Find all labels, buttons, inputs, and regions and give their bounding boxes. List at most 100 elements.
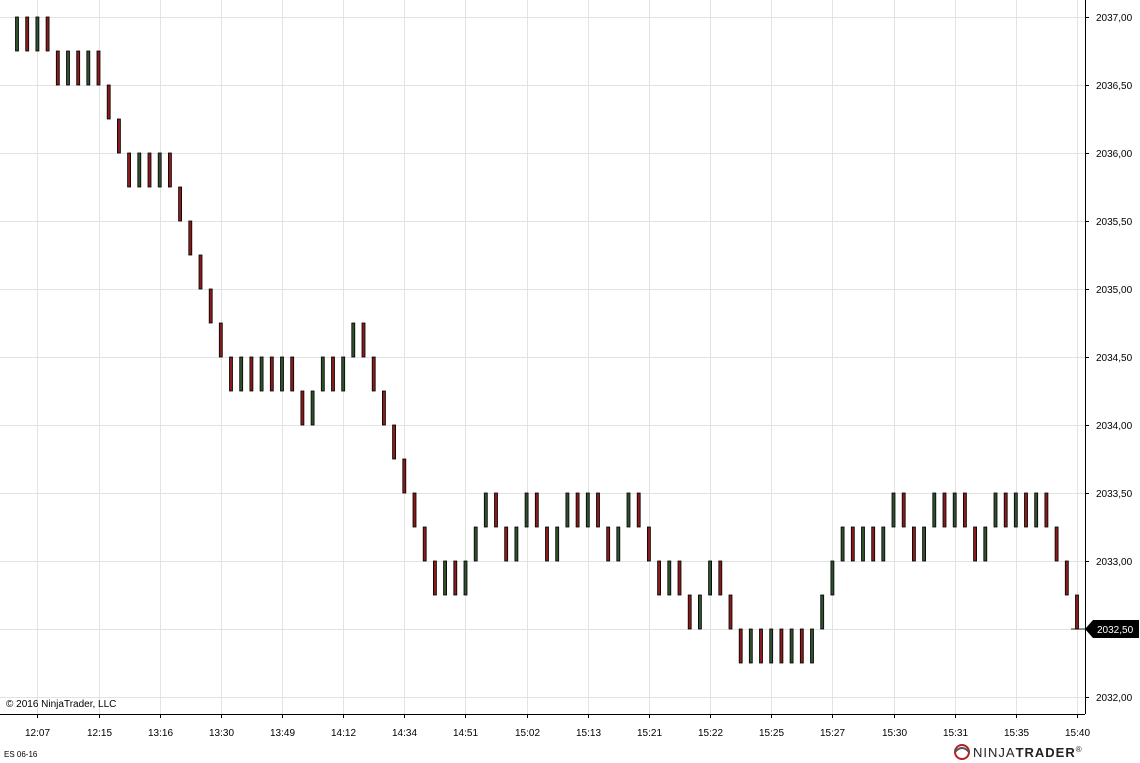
renko-brick-down [871,526,876,562]
renko-brick-down [1024,492,1028,528]
y-tick-label: 2034,00 [1096,421,1133,432]
y-tick-label: 2032,00 [1096,693,1133,704]
ninjatrader-logo: NINJATRADER® [954,744,1082,760]
renko-brick-down [249,356,254,392]
renko-brick-down [1044,492,1049,528]
renko-brick-down [942,492,947,528]
y-tick-label: 2035,00 [1096,285,1133,296]
renko-brick-down [718,560,723,596]
y-tick-label: 2035,50 [1096,217,1133,228]
renko-brick-down [381,390,386,426]
x-tick-label: 15:02 [515,728,540,739]
renko-brick-down [331,356,335,392]
renko-brick-down [208,288,213,324]
last-price-label: 2032,50 [1097,625,1134,636]
renko-brick-up [616,526,621,562]
renko-brick-down [1075,594,1079,630]
renko-brick-up [280,356,284,392]
renko-brick-up [667,560,672,596]
renko-brick-down [575,492,580,528]
renko-brick-down [759,628,763,664]
renko-brick-up [239,356,244,392]
renko-brick-down [494,492,498,528]
renko-brick-down [422,526,427,562]
renko-brick-down [76,50,81,86]
x-tick-label: 14:12 [331,728,356,739]
renko-brick-up [351,322,356,358]
renko-brick-up [830,560,835,596]
renko-brick-up [443,560,448,596]
x-tick-label: 13:49 [270,728,295,739]
renko-brick-up [1013,492,1018,528]
renko-brick-up [310,390,315,426]
renko-brick-up [473,526,478,562]
renko-brick-up [555,526,560,562]
renko-brick-down [45,16,50,52]
renko-brick-up [983,526,988,562]
renko-brick-down [453,560,458,596]
x-tick-label: 13:30 [209,728,234,739]
x-tick-label: 15:22 [698,728,723,739]
x-tick-label: 15:40 [1065,728,1090,739]
x-tick-label: 14:51 [453,728,478,739]
renko-brick-down [779,628,784,664]
renko-brick-up [769,628,774,664]
x-tick-label: 14:34 [392,728,417,739]
renko-brick-down [218,322,223,358]
y-tick-label: 2036,00 [1096,149,1133,160]
renko-brick-down [596,492,600,528]
renko-brick-up [810,628,814,664]
renko-brick-down [1003,492,1008,528]
last-price-marker: 2032,50 [1071,620,1139,638]
x-tick-label: 15:35 [1004,728,1029,739]
x-tick-label: 15:25 [759,728,784,739]
renko-brick-down [229,356,233,392]
renko-brick-down [850,526,855,562]
brand-right: TRADER [1016,745,1076,760]
renko-brick-up [891,492,896,528]
last-price-tag [1085,620,1139,638]
renko-brick-down [198,254,203,290]
renko-brick-down [1064,560,1069,596]
renko-brick-up [881,526,886,562]
renko-brick-down [677,560,682,596]
y-tick-label: 2034,50 [1096,353,1133,364]
renko-brick-up [626,492,631,528]
renko-brick-down [290,356,295,392]
renko-brick-up [789,628,794,664]
renko-bricks [15,16,1079,664]
renko-brick-up [565,492,570,528]
renko-brick-down [963,492,967,528]
renko-brick-up [137,152,142,188]
renko-brick-up [341,356,346,392]
renko-brick-up [320,356,325,392]
ninjatrader-logo-icon [954,744,970,760]
renko-brick-up [820,594,825,630]
renko-brick-down [973,526,977,562]
renko-brick-down [371,356,376,392]
x-tick-label: 12:15 [87,728,112,739]
renko-brick-down [392,424,397,460]
renko-brick-up [15,16,19,52]
renko-brick-down [1054,526,1059,562]
renko-brick-up [514,526,519,562]
renko-brick-down [117,118,121,154]
renko-brick-down [300,390,305,426]
renko-brick-down [636,492,641,528]
renko-brick-down [606,526,611,562]
renko-brick-up [748,628,753,664]
brand-left: NINJA [973,745,1016,760]
renko-brick-down [647,526,651,562]
renko-brick-down [657,560,661,596]
renko-brick-up [585,492,590,528]
renko-brick-up [259,356,264,392]
renko-brick-up [86,50,91,86]
renko-brick-up [708,560,712,596]
x-axis-ticks: 12:07 12:15 13:16 13:30 13:49 14:12 14:34 14:51… [25,714,1090,739]
x-tick-label: 15:21 [637,728,662,739]
renko-brick-up [463,560,468,596]
renko-brick-down [402,458,407,494]
copyright-label: © 2016 NinjaTrader, LLC [6,699,116,710]
